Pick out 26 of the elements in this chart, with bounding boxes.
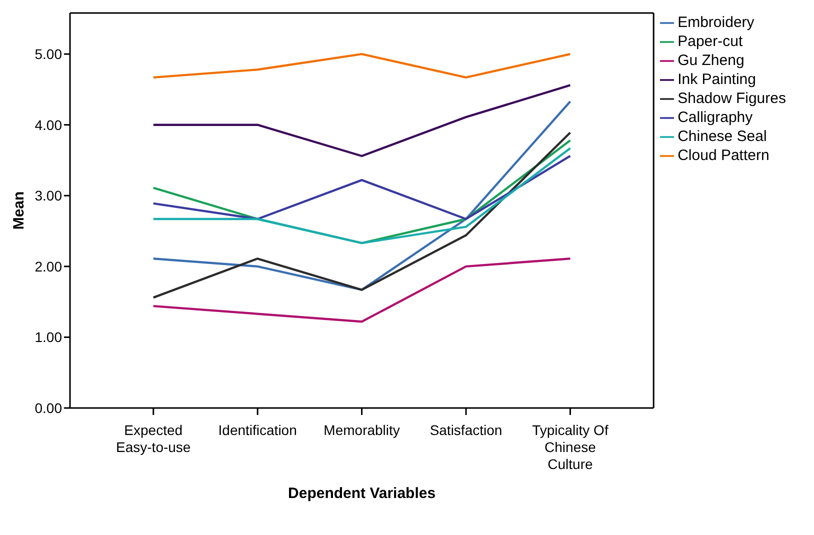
y-tick-label: 4.00 [34,116,62,133]
y-tick-label: 0.00 [34,400,62,416]
x-tick-label: Satisfaction [430,422,502,438]
x-tick-label: Expected Easy-to-use [116,422,191,455]
legend-label: Embroidery [678,14,754,31]
line-series [152,84,572,158]
line-series [152,132,572,299]
legend-label: Calligraphy [678,109,753,126]
legend-label: Cloud Pattern [678,147,770,164]
y-tick-label: 1.00 [34,329,62,346]
line-series [152,258,572,323]
y-tick-label: 3.00 [34,188,62,204]
legend-label: Ink Painting [678,71,756,88]
legend-label: Chinese Seal [678,128,767,145]
x-tick-label: Typicality Of Chinese Culture [532,422,608,472]
x-tick-label: Memorablity [324,422,400,438]
line-series [152,154,572,220]
y-axis-title: Mean [10,191,28,230]
y-tick-label: 2.00 [34,258,62,274]
legend-label: Shadow Figures [678,90,786,107]
legend-label: Gu Zheng [678,52,744,69]
x-axis-title: Dependent Variables [288,485,436,502]
y-tick-label: 5.00 [34,46,62,62]
line-series [152,100,572,291]
legend-label: Paper-cut [678,33,743,50]
x-tick-label: Identification [218,422,297,438]
